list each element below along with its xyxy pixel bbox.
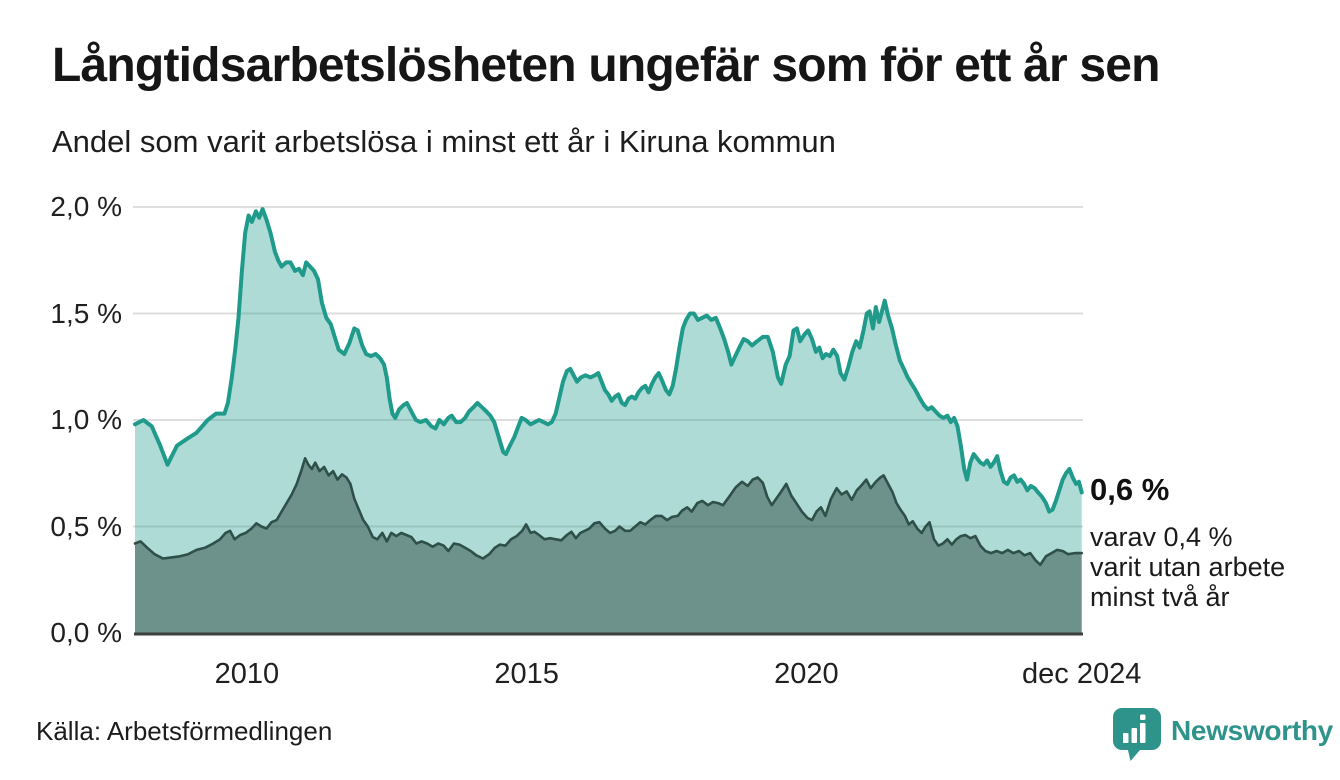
chart-subtitle: Andel som varit arbetslösa i minst ett å… [52,124,836,159]
source-credit: Källa: Arbetsförmedlingen [36,716,333,746]
annotation-line: minst två år [1090,582,1230,612]
line-at-least-one-year [133,207,1084,514]
annotation-line: varit utan arbete [1090,552,1286,582]
newsworthy-bubble-icon [1113,708,1161,761]
latest-value: 0,6 % [1090,472,1170,507]
newsworthy-wordmark: Newsworthy [1171,715,1333,746]
area-fill-at-least-two-years [135,458,1082,633]
y-tick-label: 2,0 % [50,191,122,222]
annotation-line: varav 0,4 % [1090,522,1233,552]
y-tick-label: 1,5 % [50,297,122,329]
line-at-least-two-years [133,457,1083,567]
x-tick-label: 2015 [494,658,559,690]
y-tick-label: 1,0 % [50,404,122,435]
x-tick-label: 2020 [774,658,839,690]
latest-value-annotation: 0,6 % varav 0,4 % varit utan arbete mins… [1090,472,1340,612]
y-tick-label: 0,5 % [50,510,122,542]
newsworthy-logo: Newsworthy [1112,706,1333,762]
x-tick-label: 2010 [214,658,280,690]
x-tick-label: dec 2024 [1022,658,1142,690]
page-title: Långtidsarbetslösheten ungefär som för e… [52,39,1161,92]
y-tick-label: 0,0 % [50,617,122,648]
